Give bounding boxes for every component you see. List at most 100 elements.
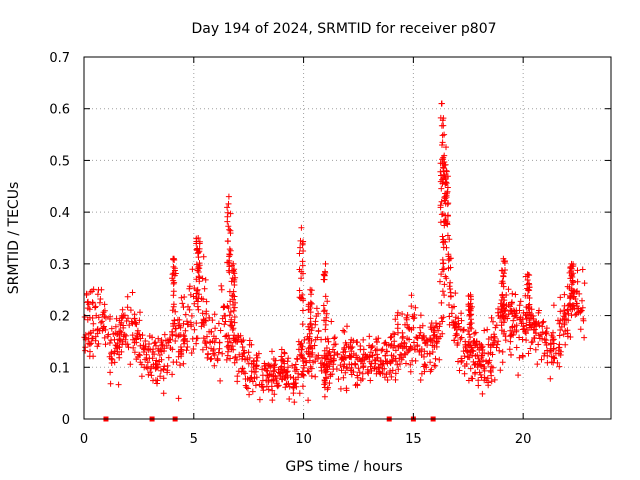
data-point (387, 334, 394, 341)
data-point (308, 291, 314, 298)
data-point (239, 344, 246, 350)
data-point (195, 235, 202, 241)
data-point (295, 370, 302, 377)
data-point (516, 334, 523, 341)
data-point (159, 341, 166, 348)
data-point (124, 293, 131, 300)
data-point (374, 339, 380, 346)
data-point (519, 352, 526, 359)
data-point (364, 366, 371, 373)
data-point (439, 132, 446, 139)
data-point (127, 361, 134, 368)
data-point (499, 313, 506, 320)
data-point (500, 330, 507, 337)
data-point (366, 333, 373, 340)
data-point (208, 328, 215, 335)
data-point (571, 305, 578, 312)
data-point (543, 325, 550, 332)
data-point (560, 313, 567, 320)
x-tick-label: 20 (515, 432, 532, 447)
data-point (226, 263, 233, 270)
data-point (161, 331, 168, 338)
data-point (223, 356, 230, 363)
data-point (200, 253, 207, 260)
data-point (322, 336, 329, 343)
data-point (392, 376, 399, 383)
data-point (207, 356, 214, 363)
data-point (320, 308, 327, 315)
data-point (131, 349, 138, 356)
data-point (357, 343, 364, 349)
data-point (485, 359, 492, 366)
data-point (512, 291, 519, 298)
data-point (414, 342, 421, 349)
data-point (463, 361, 470, 367)
data-point (280, 358, 287, 364)
data-point (378, 347, 385, 354)
data-point (261, 365, 268, 372)
data-point (308, 327, 315, 334)
data-point (140, 342, 147, 349)
data-point (272, 373, 279, 380)
data-point (292, 361, 299, 368)
chart-title: Day 194 of 2024, SRMTID for receiver p80… (191, 21, 496, 37)
data-point (301, 337, 308, 343)
data-point (222, 318, 229, 325)
y-tick-label: 0.7 (49, 51, 70, 66)
data-point (186, 283, 193, 290)
data-point (186, 306, 193, 313)
data-point (527, 345, 534, 352)
data-point (307, 305, 314, 311)
data-point (461, 370, 468, 377)
data-point (169, 346, 176, 353)
data-point (438, 315, 445, 322)
data-point (356, 369, 363, 376)
data-point (534, 361, 541, 368)
data-point (437, 168, 444, 175)
data-point (538, 356, 545, 363)
data-point (404, 312, 411, 318)
data-point (240, 350, 247, 357)
data-point (242, 356, 249, 363)
data-point (403, 360, 409, 367)
data-point (556, 320, 563, 327)
data-point (409, 357, 416, 364)
data-point (217, 327, 224, 334)
data-point (500, 319, 507, 326)
data-point (487, 344, 494, 351)
data-point (225, 305, 232, 311)
data-point (416, 332, 423, 339)
data-point (298, 346, 305, 353)
data-point (256, 396, 263, 403)
data-point (172, 338, 179, 344)
data-point (136, 352, 143, 359)
data-point (573, 310, 580, 317)
data-point (382, 358, 389, 365)
data-point (178, 294, 185, 301)
data-point (298, 275, 305, 282)
data-point (85, 298, 91, 305)
data-point (557, 308, 564, 315)
data-point (97, 296, 104, 302)
data-point (308, 300, 315, 307)
data-point (281, 350, 288, 357)
data-point (169, 332, 176, 339)
data-point (443, 180, 450, 187)
data-point (561, 307, 567, 314)
y-tick-label: 0.6 (49, 103, 70, 118)
data-point (137, 342, 144, 349)
data-point (214, 357, 221, 364)
data-point (439, 139, 446, 146)
data-point (112, 323, 119, 330)
data-point (188, 312, 195, 319)
data-point (302, 359, 309, 365)
data-point (442, 176, 449, 183)
data-point (544, 347, 551, 354)
data-point (239, 355, 246, 362)
data-point (285, 355, 292, 362)
data-point (331, 352, 338, 359)
data-point (106, 340, 113, 346)
data-point (560, 331, 567, 338)
data-point (275, 366, 282, 373)
data-point (367, 363, 374, 370)
